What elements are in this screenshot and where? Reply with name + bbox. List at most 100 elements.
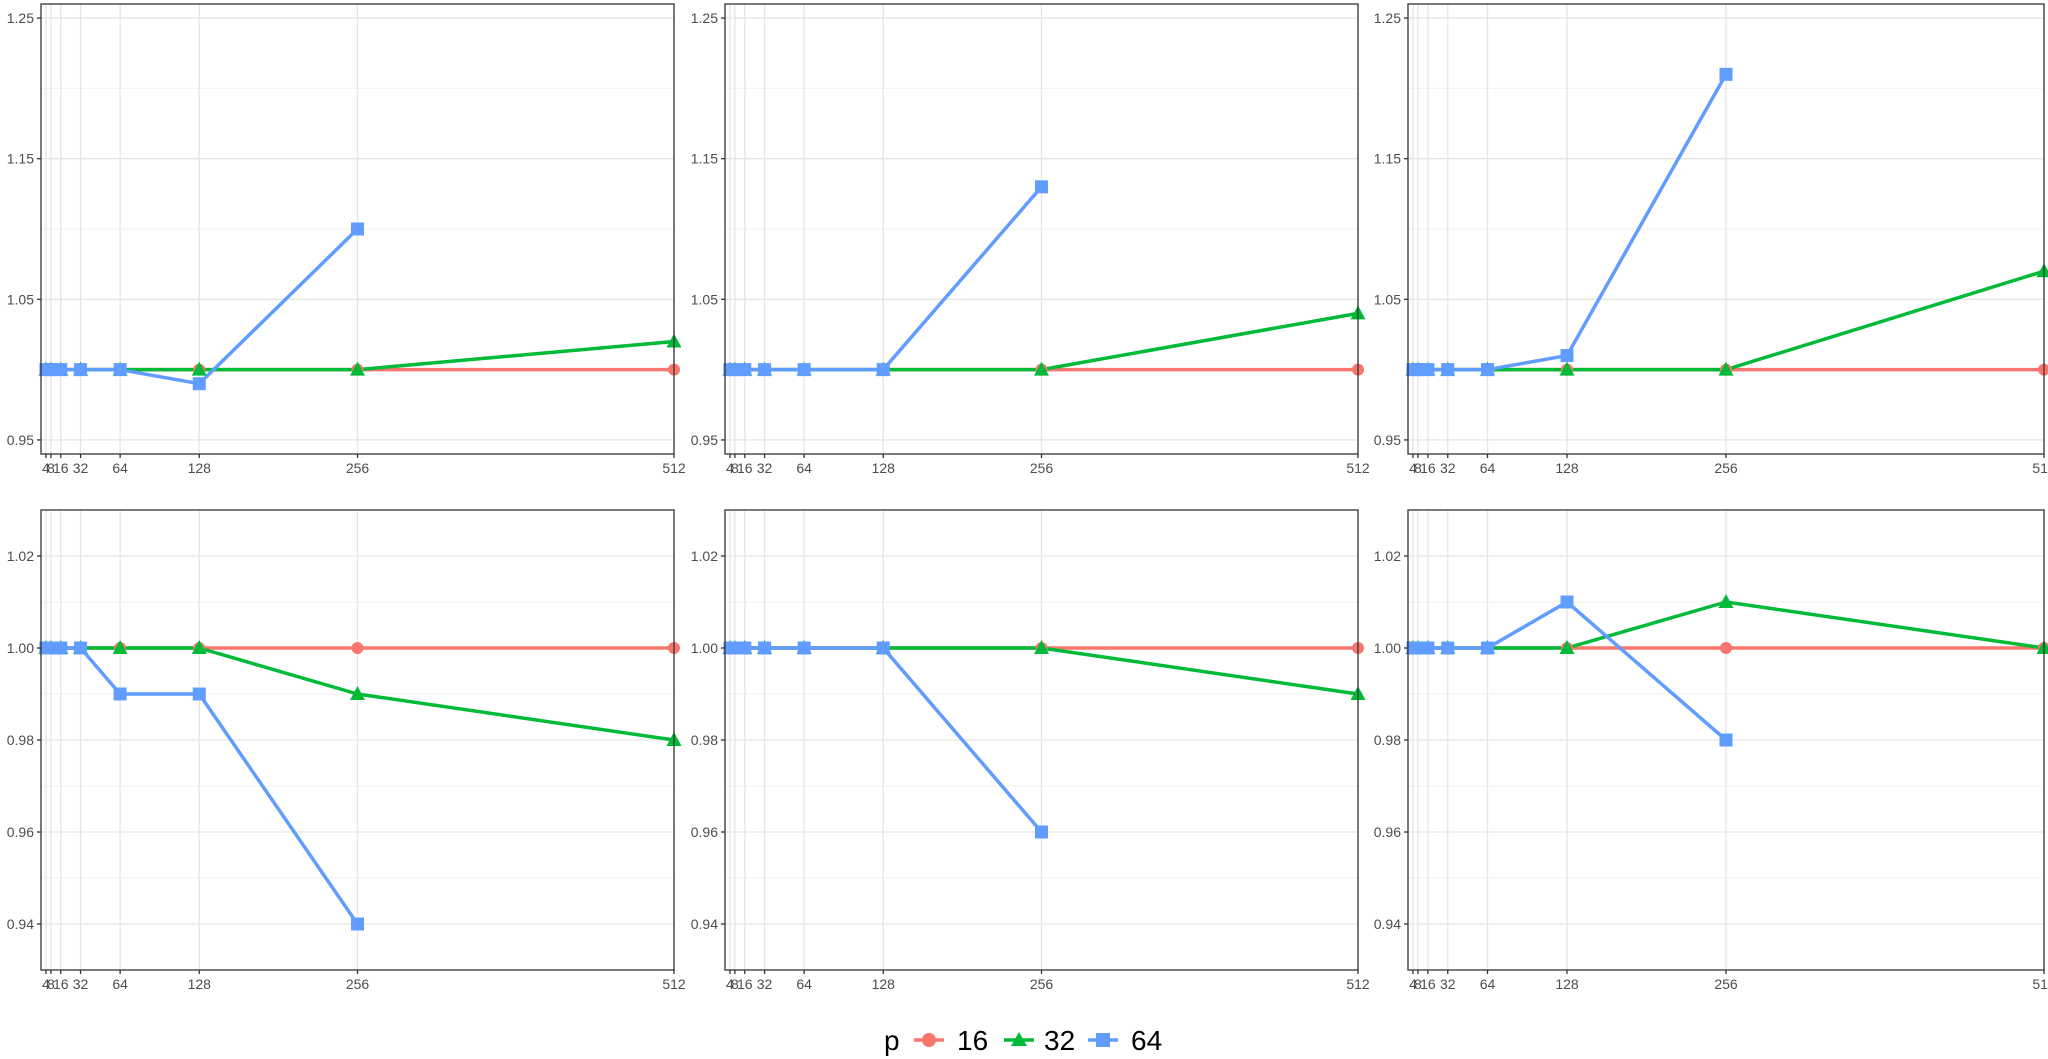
y-tick-label: 1.02: [7, 548, 34, 564]
point-64: [1560, 349, 1574, 363]
point-32: [1034, 640, 1049, 654]
point-64: [797, 363, 811, 377]
point-64: [113, 363, 127, 377]
x-tick-label: 256: [346, 460, 370, 476]
x-tick-label: 4: [42, 976, 50, 992]
y-tick-label: 1.25: [7, 10, 34, 26]
y-tick-label: 0.94: [7, 916, 34, 932]
point-64: [54, 641, 68, 655]
point-64: [192, 377, 206, 391]
x-tick-label: 4: [1409, 976, 1417, 992]
point-32: [1559, 640, 1575, 654]
point-64: [1421, 363, 1435, 377]
point-64: [44, 641, 58, 655]
y-tick-label: 1.15: [691, 151, 718, 167]
legend-marker-64: [1096, 1033, 1110, 1047]
x-tick-label: 32: [757, 460, 773, 476]
y-tick-label: 0.95: [1374, 432, 1401, 448]
x-tick-label: 128: [872, 976, 896, 992]
x-tick-label: 32: [1440, 976, 1456, 992]
point-64: [1035, 180, 1048, 194]
y-tick-label: 1.05: [1374, 291, 1401, 307]
point-16: [1720, 642, 1732, 654]
y-tick-label: 0.95: [691, 432, 718, 448]
legend-label-16: 16: [957, 1025, 988, 1056]
y-tick-label: 1.25: [691, 10, 718, 26]
point-64: [1441, 363, 1455, 377]
point-32: [350, 361, 365, 376]
x-tick-label: 128: [188, 460, 212, 476]
x-tick-label: 16: [737, 460, 753, 476]
y-tick-label: 0.96: [691, 824, 718, 840]
x-tick-label: 64: [112, 976, 128, 992]
x-tick-label: 512: [2032, 976, 2048, 992]
point-32: [2036, 263, 2048, 278]
x-tick-label: 8: [731, 460, 739, 476]
point-64: [1560, 595, 1574, 609]
y-tick-label: 0.95: [7, 432, 34, 448]
point-32: [350, 686, 365, 700]
point-64: [74, 363, 88, 377]
x-tick-label: 64: [796, 460, 812, 476]
y-tick-label: 1.15: [7, 151, 34, 167]
x-tick-label: 64: [796, 976, 812, 992]
point-64: [351, 917, 364, 931]
x-tick-label: 8: [731, 976, 739, 992]
point-64: [113, 687, 127, 701]
x-tick-label: 4: [726, 460, 734, 476]
x-tick-label: 512: [1346, 460, 1370, 476]
point-32: [2036, 640, 2048, 654]
point-32: [1034, 361, 1049, 376]
y-tick-label: 1.00: [7, 640, 34, 656]
point-64: [54, 363, 68, 377]
y-tick-label: 1.25: [1374, 10, 1401, 26]
y-tick-label: 0.98: [1374, 732, 1401, 748]
x-tick-label: 32: [757, 976, 773, 992]
x-tick-label: 8: [47, 976, 55, 992]
y-tick-label: 0.98: [7, 732, 34, 748]
point-64: [1441, 641, 1455, 655]
y-tick-label: 1.15: [1374, 151, 1401, 167]
point-32: [1718, 594, 1734, 608]
point-64: [1719, 733, 1733, 747]
x-tick-label: 64: [1480, 976, 1496, 992]
x-tick-label: 256: [346, 976, 370, 992]
point-64: [1481, 641, 1494, 655]
y-tick-label: 1.00: [691, 640, 718, 656]
x-tick-label: 16: [737, 976, 753, 992]
legend-key-32: [1004, 1032, 1034, 1046]
y-tick-label: 0.96: [7, 824, 34, 840]
x-tick-label: 128: [1555, 976, 1579, 992]
x-tick-label: 512: [1346, 976, 1370, 992]
y-tick-label: 1.00: [1374, 640, 1401, 656]
point-32: [1559, 361, 1575, 376]
legend-title: p: [884, 1025, 900, 1056]
x-tick-label: 512: [662, 976, 686, 992]
legend-label-32: 32: [1044, 1025, 1075, 1056]
x-tick-label: 8: [47, 460, 55, 476]
point-64: [758, 363, 772, 377]
y-tick-label: 0.98: [691, 732, 718, 748]
y-tick-label: 1.05: [7, 291, 34, 307]
x-tick-label: 8: [1414, 976, 1422, 992]
point-64: [1481, 363, 1494, 377]
point-64: [738, 641, 752, 655]
point-32: [191, 361, 207, 376]
x-tick-label: 32: [1440, 460, 1456, 476]
x-tick-label: 16: [53, 460, 69, 476]
x-tick-label: 256: [1030, 460, 1054, 476]
x-tick-label: 64: [112, 460, 128, 476]
x-tick-label: 256: [1030, 976, 1054, 992]
x-tick-label: 64: [1480, 460, 1496, 476]
point-64: [1421, 641, 1435, 655]
point-64: [728, 641, 742, 655]
x-tick-label: 8: [1414, 460, 1422, 476]
point-64: [1411, 641, 1425, 655]
y-tick-label: 1.02: [1374, 548, 1401, 564]
point-64: [738, 363, 752, 377]
